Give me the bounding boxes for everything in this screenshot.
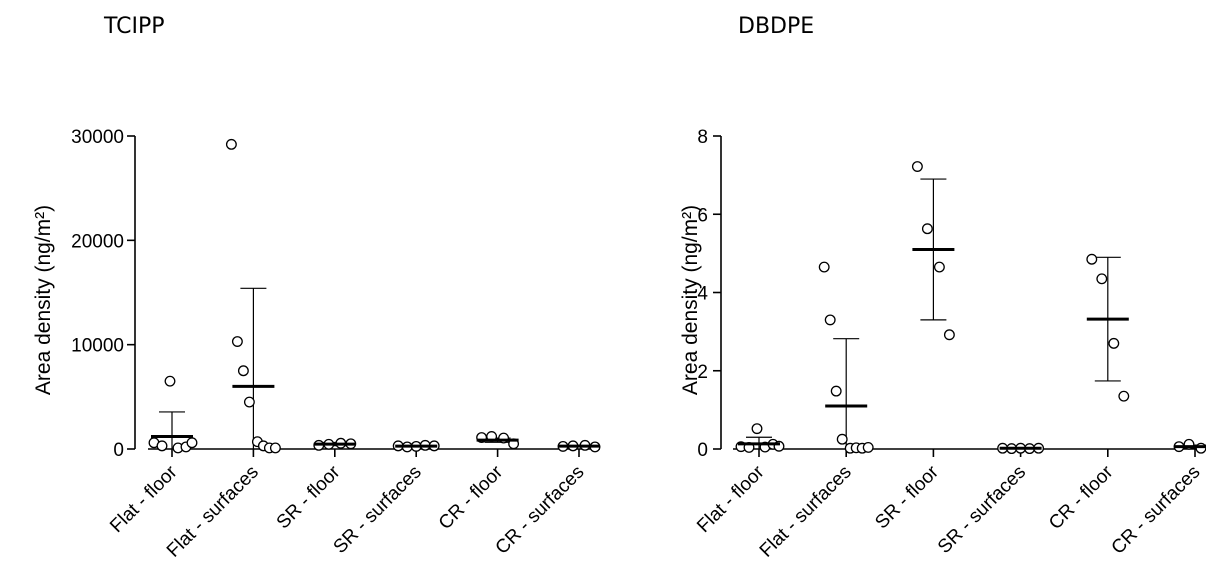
chart-panel-tcipp: 0 10000 20000 30000 Area density (ng/m²) Flat… (32, 127, 601, 562)
panel-title-tcipp: TCIPP (104, 14, 165, 39)
y-tick-label: 0 (697, 440, 708, 461)
x-category-label: SR - surfaces (934, 462, 1030, 558)
y-tick-label: 8 (697, 127, 708, 148)
x-category-label: SR - floor (273, 461, 345, 533)
data-point (243, 396, 255, 408)
data-point (862, 441, 874, 453)
x-category-label: Flat - floor (106, 461, 182, 537)
y-tick-label: 30000 (71, 127, 124, 148)
data-point (1096, 273, 1108, 285)
data-point (911, 161, 923, 172)
y-tick-label: 6 (697, 205, 708, 226)
y-tick-label: 10000 (71, 336, 124, 357)
x-category-label: CR - floor (1045, 461, 1118, 534)
data-point (225, 138, 237, 150)
x-category-label: Flat - floor (693, 461, 769, 537)
data-point (1086, 253, 1098, 265)
x-category-label: SR - floor (871, 461, 943, 533)
data-point (921, 223, 933, 235)
data-point (269, 442, 281, 454)
data-point (1108, 337, 1120, 349)
y-axis-title: Area density (ng/m²) (679, 205, 702, 395)
chart-panel-dbdpe: 0 2 4 6 8 Area density (ng/m²) Flat - floorFla… (679, 127, 1206, 562)
panel-title-dbdpe: DBDPE (738, 14, 815, 39)
y-tick-label: 20000 (71, 231, 124, 252)
x-category-label: SR - surfaces (330, 462, 426, 558)
data-point (818, 261, 830, 273)
data-point (1195, 442, 1206, 454)
data-point (156, 440, 168, 452)
data-point (751, 423, 763, 435)
data-point (186, 437, 198, 449)
data-point (1118, 390, 1130, 402)
data-point (164, 375, 176, 387)
x-category-label: Flat - surfaces (756, 462, 856, 562)
data-point (836, 433, 848, 445)
data-point (237, 365, 249, 377)
x-category-label: CR - floor (435, 461, 508, 534)
y-tick-label: 4 (697, 284, 708, 305)
data-point (824, 314, 836, 326)
y-axis-title: Area density (ng/m²) (32, 205, 55, 395)
y-tick-label: 2 (697, 362, 708, 383)
data-point (933, 261, 945, 273)
x-category-label: CR - surfaces (1108, 462, 1205, 559)
data-point (231, 336, 243, 347)
data-point (943, 329, 955, 341)
data-point (830, 385, 842, 397)
y-tick-label: 0 (113, 440, 124, 461)
